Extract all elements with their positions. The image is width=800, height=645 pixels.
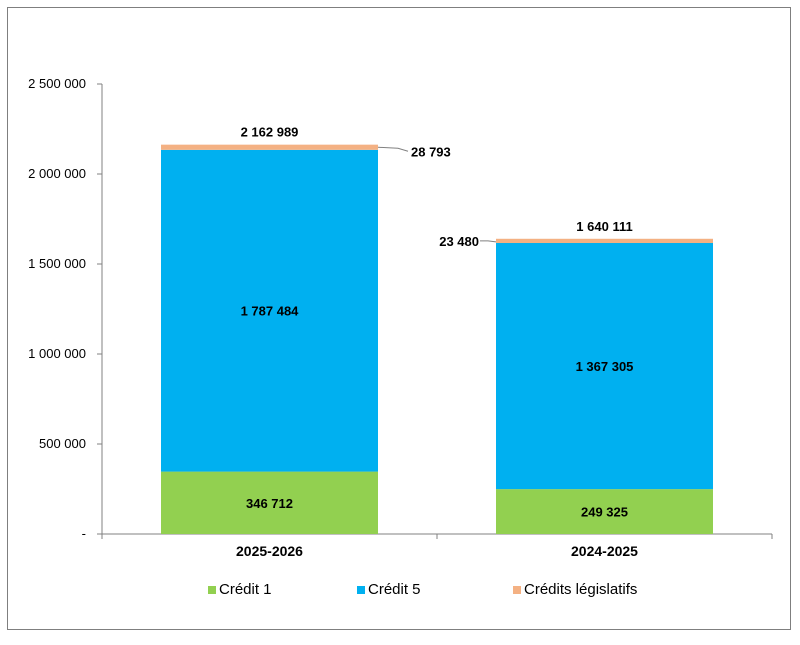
data-label-1-series-0: 249 325 bbox=[581, 505, 628, 520]
legend-label-0: Crédit 1 bbox=[219, 581, 272, 598]
y-tick-label-1: 500 000 bbox=[39, 436, 86, 451]
data-label-0-series-0: 346 712 bbox=[246, 496, 293, 511]
y-tick-label-0: - bbox=[82, 526, 86, 541]
legend-swatch-1 bbox=[357, 586, 365, 594]
data-label-0-series-2: 28 793 bbox=[411, 144, 451, 159]
legend-swatch-0 bbox=[208, 586, 216, 594]
y-tick-label-4: 2 000 000 bbox=[28, 166, 86, 181]
legend-label-2: Crédits législatifs bbox=[524, 581, 637, 598]
bar-1-series-1 bbox=[496, 243, 713, 490]
total-label-1: 1 640 111 bbox=[576, 219, 632, 234]
y-tick-label-3: 1 500 000 bbox=[28, 256, 86, 271]
y-tick-label-2: 1 000 000 bbox=[28, 346, 86, 361]
bar-1-series-2 bbox=[496, 238, 713, 244]
data-label-0-series-1: 1 787 484 bbox=[241, 304, 300, 319]
legend-label-1: Crédit 5 bbox=[368, 581, 421, 598]
category-label-1: 2024-2025 bbox=[571, 543, 638, 559]
leader-line-1 bbox=[480, 240, 497, 243]
legend-swatch-2 bbox=[513, 586, 521, 594]
y-tick-label-5: 2 500 000 bbox=[28, 76, 86, 91]
bar-0-series-1 bbox=[161, 149, 378, 472]
bar-0-series-2 bbox=[161, 144, 378, 150]
data-label-1-series-1: 1 367 305 bbox=[576, 359, 634, 374]
total-label-0: 2 162 989 bbox=[241, 125, 299, 140]
category-label-0: 2025-2026 bbox=[236, 543, 303, 559]
data-label-1-series-2: 23 480 bbox=[439, 234, 479, 249]
bar-0-series-0 bbox=[161, 471, 378, 534]
bar-1-series-0 bbox=[496, 489, 713, 534]
leader-line-0 bbox=[377, 146, 409, 152]
